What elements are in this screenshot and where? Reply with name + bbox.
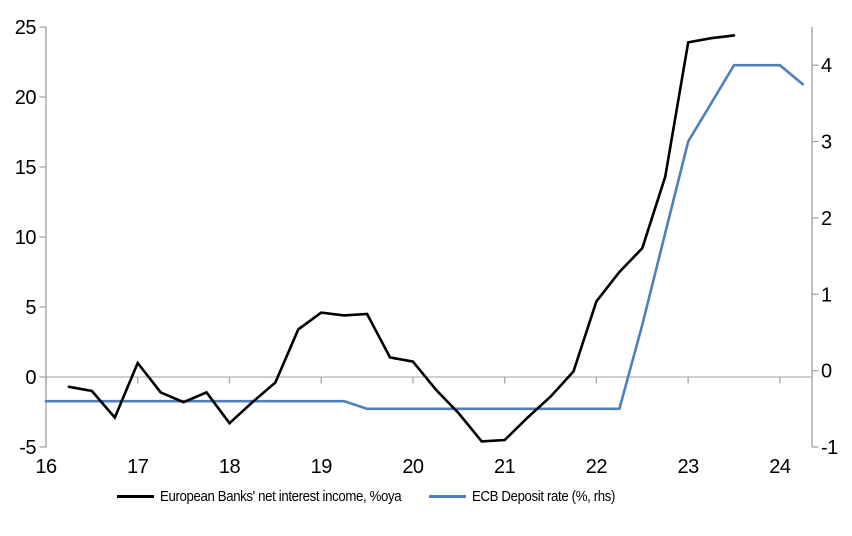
- left-axis-tick-label: 10: [15, 227, 37, 249]
- left-axis-tick-label: 5: [25, 297, 36, 319]
- right-axis-tick-label: 0: [821, 361, 832, 383]
- left-axis-tick-label: 20: [15, 87, 37, 109]
- x-axis-tick-label: 20: [402, 456, 424, 478]
- x-axis-tick-label: 16: [35, 456, 57, 478]
- legend-item-ecb-rate: ECB Deposit rate (%, rhs): [429, 487, 635, 505]
- right-axis-tick-label: 4: [821, 55, 832, 77]
- legend-line-swatch-blue: [429, 494, 466, 498]
- x-axis-tick-label: 17: [127, 456, 149, 478]
- left-axis-tick-label: 15: [15, 157, 37, 179]
- x-axis-tick-label: 22: [586, 456, 608, 478]
- left-axis-tick-label: -5: [19, 437, 36, 459]
- left-axis-tick-label: 25: [15, 17, 37, 39]
- right-axis-tick-label: 1: [821, 284, 832, 306]
- right-axis-tick-label: 2: [821, 208, 832, 230]
- x-axis-tick-label: 21: [494, 456, 516, 478]
- x-axis-tick-label: 18: [219, 456, 241, 478]
- x-axis-tick-label: 19: [311, 456, 333, 478]
- series-line-ecb-deposit-rate: [44, 63, 805, 411]
- legend-line-swatch-black: [117, 494, 154, 498]
- legend-label: ECB Deposit rate (%, rhs): [472, 487, 616, 505]
- right-axis-tick-label: 3: [821, 132, 832, 154]
- left-axis-tick-label: 0: [25, 367, 36, 389]
- right-axis-tick-label: -1: [821, 437, 838, 459]
- series-line-net-interest-income: [67, 34, 736, 443]
- legend-item-nii: European Banks' net interest income, %oy…: [117, 487, 434, 505]
- legend-label: European Banks' net interest income, %oy…: [160, 487, 402, 505]
- x-axis-tick-label: 23: [678, 456, 700, 478]
- x-axis-tick-label: 24: [769, 456, 791, 478]
